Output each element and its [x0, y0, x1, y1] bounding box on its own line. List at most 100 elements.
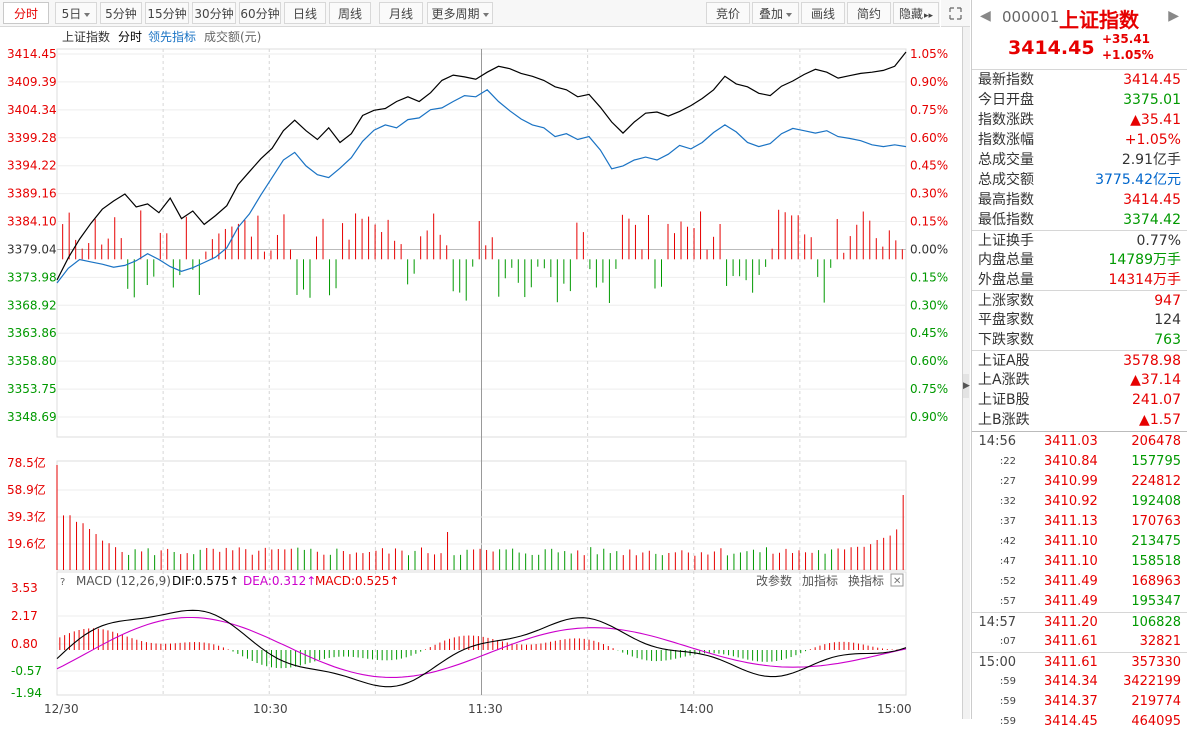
period-tab-8[interactable]: 月线	[379, 2, 423, 24]
tool-button-label: 画线	[810, 7, 835, 21]
period-tab-6[interactable]: 日线	[284, 2, 326, 24]
tick-price: 3411.10	[1044, 554, 1098, 569]
stat-label: 上涨家数	[978, 293, 1034, 309]
stat-row: 最高指数 3414.45	[972, 190, 1187, 210]
macd-link-2[interactable]: 换指标	[848, 573, 884, 588]
macd-link-1[interactable]: 加指标	[802, 573, 838, 588]
tool-button-label: 竞价	[715, 7, 740, 21]
period-tab-2[interactable]: 5分钟	[100, 2, 142, 24]
chevron-down-icon	[482, 12, 489, 17]
tick-time: :47	[999, 556, 1016, 567]
period-tab-label: 5日	[61, 7, 82, 21]
expand-icon[interactable]	[941, 0, 970, 27]
tick-volume: 3422199	[1123, 674, 1181, 689]
quote-header: ◀ 000001 上证指数 ▶ 3414.45 +35.41 +1.05%	[972, 0, 1187, 70]
intraday-chart[interactable]: 上证指数 分时 领先指标 成交额(元) 3414.45 1.05% 3409.39 0.90%…	[0, 27, 962, 719]
stat-value: 14789万手	[1108, 252, 1181, 268]
tool-button-1[interactable]: 叠加	[752, 2, 799, 24]
macd-dea: DEA:0.312↑	[243, 574, 316, 588]
period-tab-4[interactable]: 30分钟	[192, 2, 236, 24]
tick-volume: 106828	[1131, 615, 1181, 630]
period-tab-label: 日线	[292, 7, 317, 21]
period-tab-9[interactable]: 更多周期	[427, 2, 493, 24]
volume-axis-label: 58.9亿	[7, 482, 46, 497]
tick-price: 3411.61	[1044, 634, 1098, 649]
stat-row: 最低指数 3374.42	[972, 210, 1187, 230]
price-axis-label: 3353.75	[7, 382, 57, 396]
stat-label: 今日开盘	[978, 92, 1034, 108]
macd-axis-label: 2.17	[11, 609, 38, 623]
tick-price: 3410.84	[1044, 454, 1098, 469]
stat-row: 总成交量 2.91亿手	[972, 150, 1187, 170]
stat-row: 指数涨幅 +1.05%	[972, 130, 1187, 150]
close-icon-glyph: ✕	[893, 576, 901, 587]
panel-divider[interactable]	[962, 27, 970, 719]
chart-header-item-3: 成交额(元)	[204, 29, 261, 44]
tick-time: 14:56	[978, 434, 1016, 449]
period-tab-5[interactable]: 60分钟	[239, 2, 281, 24]
macd-axis-label: 3.53	[11, 581, 38, 595]
tick-row: :27 3410.99 224812	[972, 472, 1187, 492]
tick-price: 3411.03	[1044, 434, 1098, 449]
prev-arrow-icon[interactable]: ◀	[980, 8, 991, 24]
stat-label: 上证A股	[978, 353, 1030, 369]
tick-time: 15:00	[978, 655, 1016, 670]
tick-time: :22	[999, 456, 1016, 467]
period-tab-1[interactable]: 5日	[55, 2, 97, 24]
stat-label: 上A涨跌	[978, 372, 1030, 388]
pct-axis-label: 0.60%	[910, 354, 948, 368]
tick-price: 3411.10	[1044, 534, 1098, 549]
stat-label: 内盘总量	[978, 252, 1034, 268]
price-line	[56, 51, 907, 281]
macd-axis-label: -1.94	[11, 686, 42, 700]
stock-code: 000001	[1002, 8, 1060, 26]
macd-link-0[interactable]: 改参数	[756, 573, 792, 588]
period-tab-7[interactable]: 周线	[329, 2, 371, 24]
period-tab-0[interactable]: 分时	[3, 2, 49, 24]
tool-button-2[interactable]: 画线	[801, 2, 845, 24]
next-arrow-icon[interactable]: ▶	[1168, 8, 1179, 24]
price-axis-label: 3409.39	[7, 75, 57, 89]
double-chevron-icon: ▸▸	[923, 11, 934, 21]
stat-value: 3375.01	[1123, 92, 1181, 108]
tick-price: 3411.61	[1044, 655, 1098, 670]
pct-axis-label: 0.30%	[910, 187, 948, 201]
stat-label: 指数涨跌	[978, 112, 1034, 128]
tool-button-0[interactable]: 竞价	[706, 2, 750, 24]
tick-volume: 157795	[1131, 454, 1181, 469]
tool-button-3[interactable]: 简约	[847, 2, 891, 24]
dea-line	[56, 616, 907, 678]
pct-axis-label: 0.90%	[910, 75, 948, 89]
price-pct: +1.05%	[1102, 48, 1154, 62]
tool-button-4[interactable]: 隐藏▸▸	[893, 2, 939, 24]
tick-time: :27	[999, 476, 1016, 487]
price-axis-label: 3373.98	[7, 270, 57, 284]
tick-row: 15:00 3411.61 357330	[972, 652, 1187, 672]
stat-value: 0.77%	[1136, 233, 1181, 249]
tick-volume: 168963	[1131, 574, 1181, 589]
stat-value: 124	[1154, 312, 1181, 328]
quote-panel: ◀ 000001 上证指数 ▶ 3414.45 +35.41 +1.05% 最新…	[971, 0, 1187, 729]
stat-label: 平盘家数	[978, 312, 1034, 328]
price-axis-label: 3363.86	[7, 326, 57, 340]
chevron-down-icon	[786, 12, 792, 17]
volume-axis-label: 78.5亿	[7, 455, 46, 470]
pct-axis-label: 0.75%	[910, 103, 948, 117]
tick-row: :59 3414.37 219774	[972, 692, 1187, 712]
price-change: +35.41	[1102, 32, 1151, 46]
stat-value: 763	[1154, 332, 1181, 348]
period-toolbar: 分时 5日 5分钟 15分钟 30分钟 60分钟 日线 周线 月线 更多周期 竞价 叠加 画线 简约 隐藏▸…	[0, 0, 940, 27]
pct-axis-label: 1.05%	[910, 47, 948, 61]
period-tab-3[interactable]: 15分钟	[145, 2, 189, 24]
pct-axis-label: 0.90%	[910, 410, 948, 424]
collapse-panel-button[interactable]: ▶	[963, 374, 970, 398]
tick-price: 3414.45	[1044, 714, 1098, 729]
tool-button-label: 叠加	[758, 7, 783, 21]
tick-row: :07 3411.61 32821	[972, 632, 1187, 652]
stat-value: 3414.45	[1123, 72, 1181, 88]
stat-value: 3374.42	[1123, 212, 1181, 228]
tick-row: :57 3411.49 195347	[972, 592, 1187, 612]
macd-value: MACD:0.525↑	[315, 574, 399, 588]
tick-time: :59	[999, 696, 1016, 707]
tick-volume: 357330	[1131, 655, 1181, 670]
